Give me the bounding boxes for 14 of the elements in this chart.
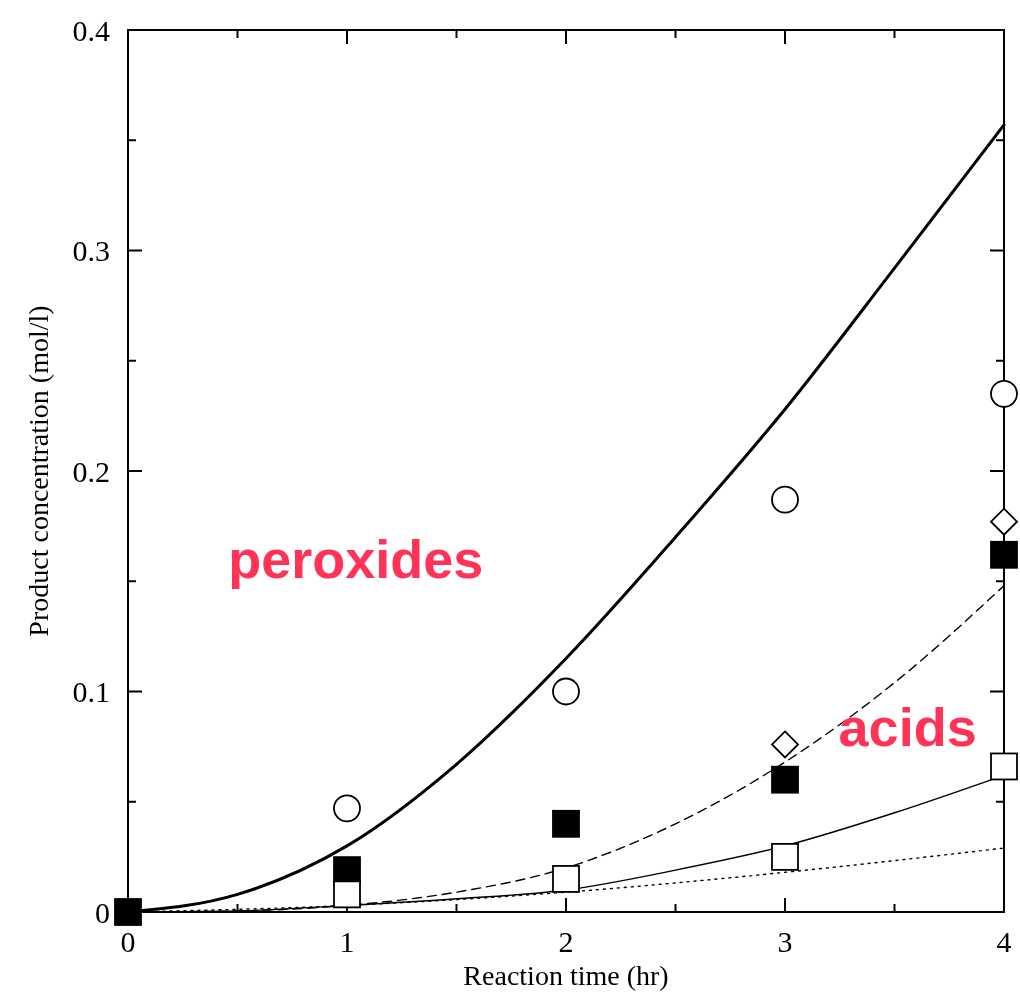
y-tick-label: 0 <box>95 895 110 929</box>
x-tick-label: 4 <box>996 925 1012 958</box>
y-tick-label: 0.1 <box>72 675 110 708</box>
y-tick-label: 0.2 <box>72 454 110 488</box>
x-axis-title: Reaction time (hr) <box>463 960 669 991</box>
y-axis-title: Product concentration (mol/l) <box>23 305 54 637</box>
y-tick-label: 0.4 <box>72 13 110 47</box>
x-tick-label: 1 <box>339 925 355 958</box>
y-tick-label: 0.3 <box>72 234 110 267</box>
x-tick-label: 0 <box>120 925 136 958</box>
x-tick-label: 2 <box>558 925 574 958</box>
annotation: peroxides <box>228 529 484 590</box>
annotation: acids <box>838 696 977 757</box>
x-tick-label: 3 <box>777 925 793 958</box>
